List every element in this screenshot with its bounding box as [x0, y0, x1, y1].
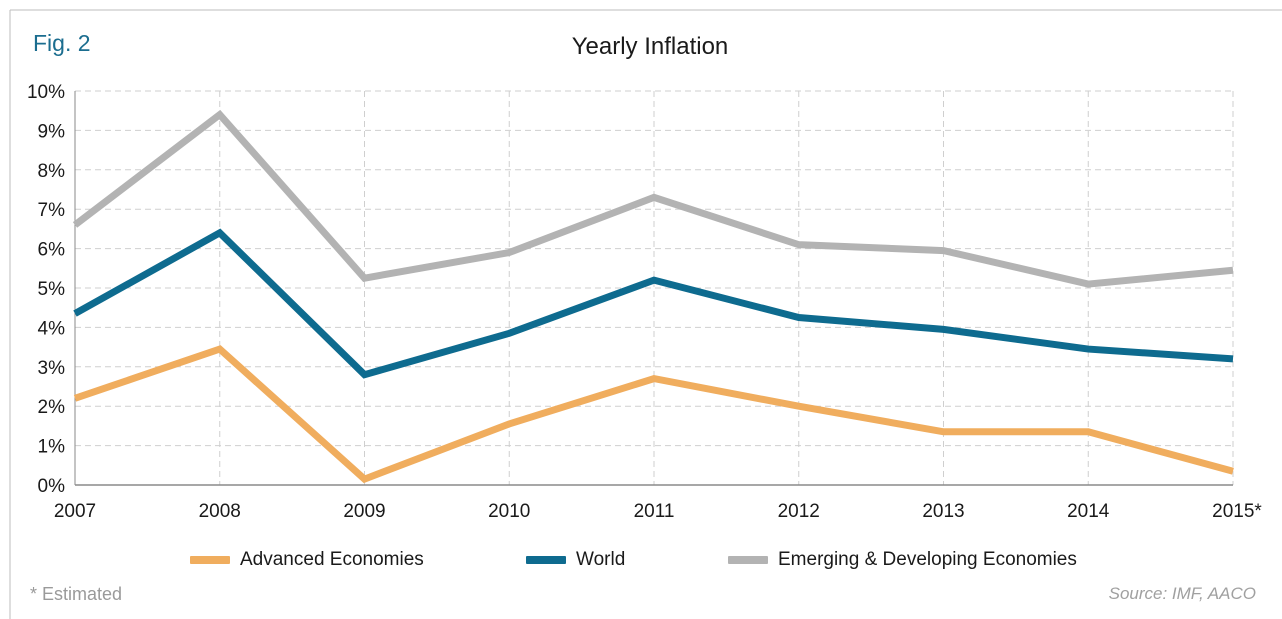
x-tick-label: 2008 — [199, 501, 241, 522]
x-tick-label: 2011 — [634, 501, 675, 522]
y-tick-label: 4% — [38, 318, 66, 339]
legend-label-emerging: Emerging & Developing Economies — [778, 549, 1077, 570]
figure-label: Fig. 2 — [33, 30, 91, 56]
x-tick-label: 2015* — [1212, 501, 1262, 522]
legend-label-advanced: Advanced Economies — [240, 549, 424, 570]
chart-title: Yearly Inflation — [571, 33, 729, 60]
y-tick-label: 1% — [38, 437, 66, 458]
y-tick-label: 6% — [38, 240, 66, 261]
y-tick-label: 10% — [27, 82, 65, 103]
y-tick-label: 3% — [38, 358, 66, 379]
legend-swatch-advanced — [190, 556, 230, 564]
y-tick-label: 8% — [38, 161, 66, 182]
source-note: Source: IMF, AACO — [1108, 584, 1256, 603]
x-tick-label: 2013 — [922, 501, 964, 522]
y-tick-label: 9% — [38, 121, 66, 142]
legend-label-world: World — [576, 549, 626, 570]
y-tick-label: 0% — [38, 476, 66, 497]
x-tick-label: 2010 — [488, 501, 530, 522]
y-tick-label: 5% — [38, 279, 66, 300]
legend-swatch-emerging — [728, 556, 768, 564]
x-tick-label: 2012 — [778, 501, 820, 522]
y-tick-label: 7% — [38, 200, 66, 221]
legend-item-world: World — [526, 549, 625, 571]
x-tick-label: 2014 — [1067, 501, 1110, 522]
x-tick-label: 2009 — [343, 501, 385, 522]
footnote: * Estimated — [30, 584, 123, 604]
x-tick-label: 2007 — [54, 501, 96, 522]
legend-item-advanced: Advanced Economies — [190, 549, 424, 571]
legend-swatch-world — [526, 556, 566, 564]
y-tick-label: 2% — [38, 397, 66, 418]
legend-item-emerging: Emerging & Developing Economies — [728, 549, 1077, 571]
